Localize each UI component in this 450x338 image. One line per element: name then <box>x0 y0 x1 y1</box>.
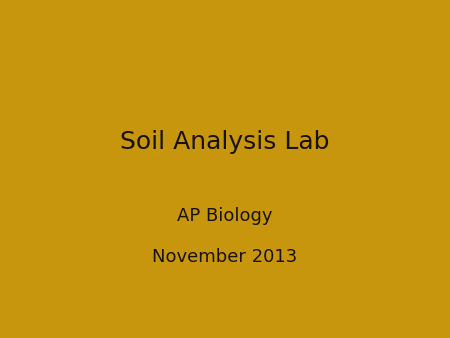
Text: AP Biology: AP Biology <box>177 207 273 225</box>
Text: Soil Analysis Lab: Soil Analysis Lab <box>120 130 330 154</box>
Text: November 2013: November 2013 <box>153 248 297 266</box>
